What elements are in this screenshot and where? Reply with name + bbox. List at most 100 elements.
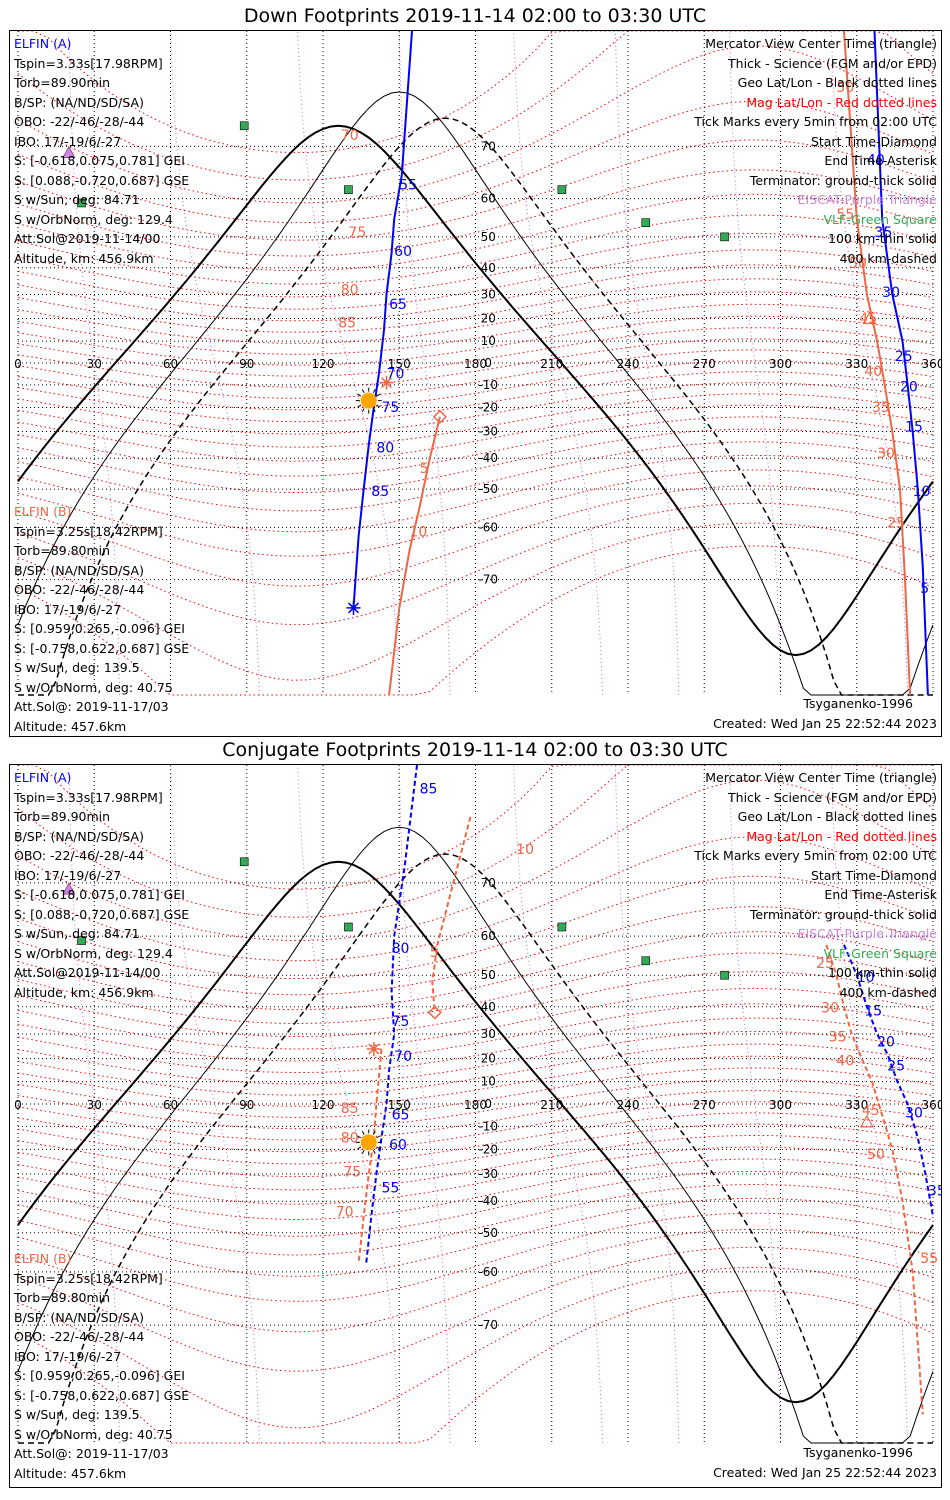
center-time-triangle [862,311,877,325]
legend-line: Tick Marks every 5min from 02:00 UTC [694,848,937,863]
x-tick-label: 240 [617,357,640,371]
mag-lat-line [17,303,934,355]
y-tick-label: 10 [481,1075,496,1089]
elfin-b-line: B/SP: (NA/ND/SD/SA) [14,1309,144,1325]
elfin-b-line: S w/OrbNorm, deg: 40.75 [14,679,173,695]
vlf-station-square [77,936,86,945]
mag-lat-line [18,765,933,890]
legend-line: VLF-Green Square [823,211,937,227]
vlf-station-square [239,857,249,867]
legend-line: End Time-Asterisk [824,153,937,168]
track-time-label-a: 10 [913,484,931,500]
elfin-b-line: S: [0.959,0.265,-0.096] GEI [14,1368,185,1383]
elfin-b-info: ELFIN (B) Tspin=3.25s[18.42RPM] Torb=89.… [14,1249,189,1483]
mag-lat-line [17,1003,934,1062]
track-time-label-b: 30 [821,1001,839,1017]
elfin-b-label: ELFIN (B) [14,504,72,519]
y-tick-label: -20 [478,1142,498,1156]
elfin-a-line: B/SP: (NA/ND/SD/SA) [14,94,144,110]
x-tick-label: 330 [845,1098,868,1112]
elfin-a-line: S w/Sun, deg: 84.71 [14,926,140,941]
x-tick-label: 360 [922,1098,941,1112]
elfin-a-line: S: [-0.618,0.075,0.781] GEI [14,153,185,168]
legend-line: Thick - Science (FGM and/or EPD) [728,55,937,71]
legend-line: Terminator: ground-thick solid [749,906,937,922]
track-time-label-b: 75 [348,225,366,241]
track-time-label-a: 15 [864,1003,882,1019]
mag-lat-line [17,469,934,557]
end-asterisk [366,1041,381,1056]
terminator-400km [18,117,933,696]
center-time-triangle [859,1114,874,1128]
x-tick-label: 30 [87,357,102,371]
mag-lat-line [17,349,934,399]
track-time-label-a: 5 [920,581,929,597]
elfin-b-line: Torb=89.80min [14,543,111,558]
track-time-label-b: 85 [341,1101,359,1117]
mag-lat-line [17,371,934,423]
footprint-track [843,944,934,1217]
mag-lat-line [17,416,934,477]
vlf-station-square [239,121,249,131]
model-label: Tsyganenko-1996 [803,696,913,711]
elfin-b-line: Altitude: 457.6km [14,718,127,734]
elfin-b-line: S w/Sun, deg: 139.5 [14,1407,140,1422]
elfin-b-info: ELFIN (B) Tspin=3.25s[18.42RPM] Torb=89.… [14,502,189,736]
mag-lat-line [17,404,934,462]
mag-lat-line [17,428,934,493]
legend-line: Mercator View Center Time (triangle) [705,770,937,785]
mag-lat-line [17,906,934,996]
track-time-label-a: 65 [389,297,407,313]
footprint-track [352,31,413,608]
legend-line: Geo Lat/Lon - Black dotted lines [737,75,937,90]
elfin-a-line: OBO: -22/-46/-28/-44 [14,848,145,863]
elfin-a-line: IBO: 17/-19/6/-27 [14,133,122,149]
y-tick-label: -20 [478,400,498,414]
y-tick-label: 0 [484,1097,492,1111]
track-time-label-b: 50 [849,256,867,272]
y-tick-label: -70 [478,1318,498,1332]
eiscat-triangle [62,145,76,159]
y-tick-label: -60 [478,520,498,534]
legend-line: Start Time-Diamond [810,867,937,883]
mag-lon-line [729,765,781,1444]
mag-lat-line [17,1067,934,1118]
legend-line: Tick Marks every 5min from 02:00 UTC [694,114,937,129]
y-tick-label: -50 [478,1226,498,1240]
elfin-a-line: Tspin=3.33s[17.98RPM] [14,55,163,71]
footprint-track [873,31,929,696]
track-time-label-a: 65 [392,1108,410,1124]
mag-lat-line [17,382,934,435]
y-tick-label: -70 [478,573,498,587]
track-time-label-a: 75 [392,1014,410,1030]
track-time-label-a: 35 [875,225,893,241]
mag-lat-line [17,545,934,696]
track-time-label-a: 85 [420,782,438,798]
track-time-label-b: 80 [341,1130,359,1146]
y-tick-label: 0 [484,356,492,370]
mag-lat-line [17,1146,934,1205]
y-tick-label: 70 [481,876,496,890]
legend-line: EISCAT-Purple Triangle [797,926,937,941]
x-tick-label: 150 [388,357,411,371]
legend-line: Terminator: ground-thick solid [749,172,937,188]
x-tick-label: 0 [14,357,22,371]
elfin-b-line: IBO: 17/-19/6/-27 [14,1348,122,1364]
track-time-label-a: 30 [905,1105,923,1121]
conjugate-footprints-panel: 0 30 60 90 120 150 180 210 240 270 300 330 360 -70 -60… [9,764,942,1488]
start-diamond [432,409,447,424]
track-time-label-b: 25 [887,515,905,531]
legend-line: End Time-Asterisk [824,887,937,902]
legend-line: 400 km-dashed [839,250,937,266]
track-time-label-b: 10 [516,842,534,858]
elfin-b-line: S: [-0.758,0.622,0.687] GSE [14,640,190,656]
y-tick-label: 40 [481,1000,496,1014]
x-tick-label: 120 [312,357,335,371]
x-tick-label: 210 [540,1098,563,1112]
elfin-b-line: OBO: -22/-46/-28/-44 [14,1329,145,1344]
y-tick-label: 10 [481,334,496,348]
track-time-label-a: 30 [882,285,900,301]
track-time-label-b: 55 [836,207,854,223]
mag-lat-line [17,1101,934,1153]
elfin-a-info: ELFIN (A) Tspin=3.33s[17.98RPM] Torb=89.… [14,34,189,268]
